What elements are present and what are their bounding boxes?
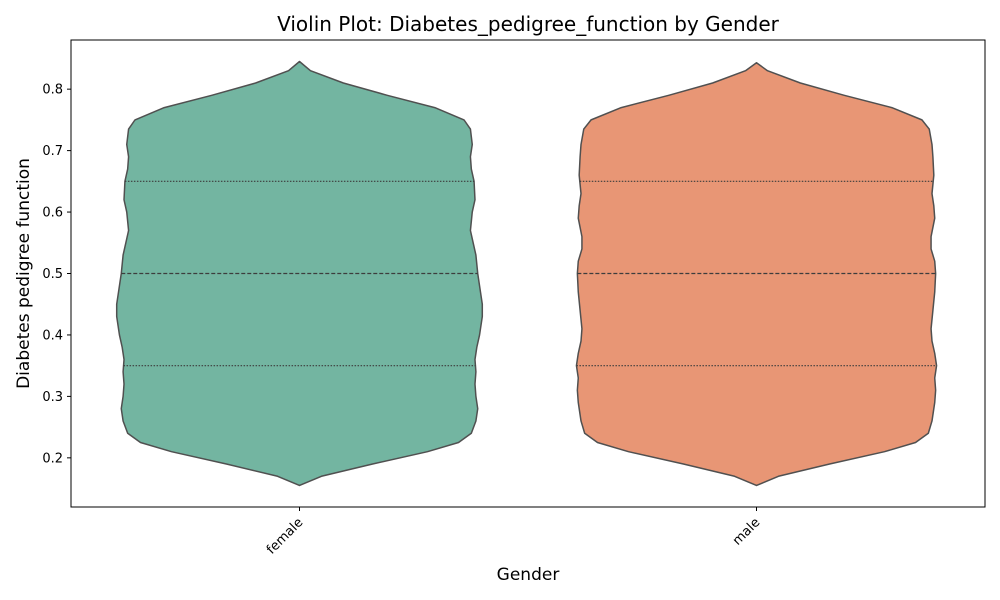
y-tick-label: 0.3 (42, 390, 63, 405)
y-tick-label: 0.7 (42, 144, 63, 159)
chart-title: Violin Plot: Diabetes_pedigree_function … (277, 12, 780, 36)
y-tick-label: 0.2 (42, 451, 63, 466)
plot-area (115, 60, 938, 487)
y-tick-label: 0.4 (42, 328, 63, 343)
x-axis: female male (264, 507, 763, 558)
x-tick-label-male: male (730, 515, 763, 548)
y-tick-label: 0.6 (42, 206, 63, 221)
y-tick-label: 0.5 (42, 267, 63, 282)
violin-male (575, 61, 938, 487)
x-tick-label-female: female (264, 515, 306, 557)
x-axis-label: Gender (497, 565, 560, 585)
violin-female (115, 60, 484, 487)
y-axis-label: Diabetes pedigree function (14, 158, 34, 389)
y-axis: 0.2 0.3 0.4 0.5 0.6 0.7 0.8 (42, 83, 71, 466)
y-tick-label: 0.8 (42, 83, 63, 98)
